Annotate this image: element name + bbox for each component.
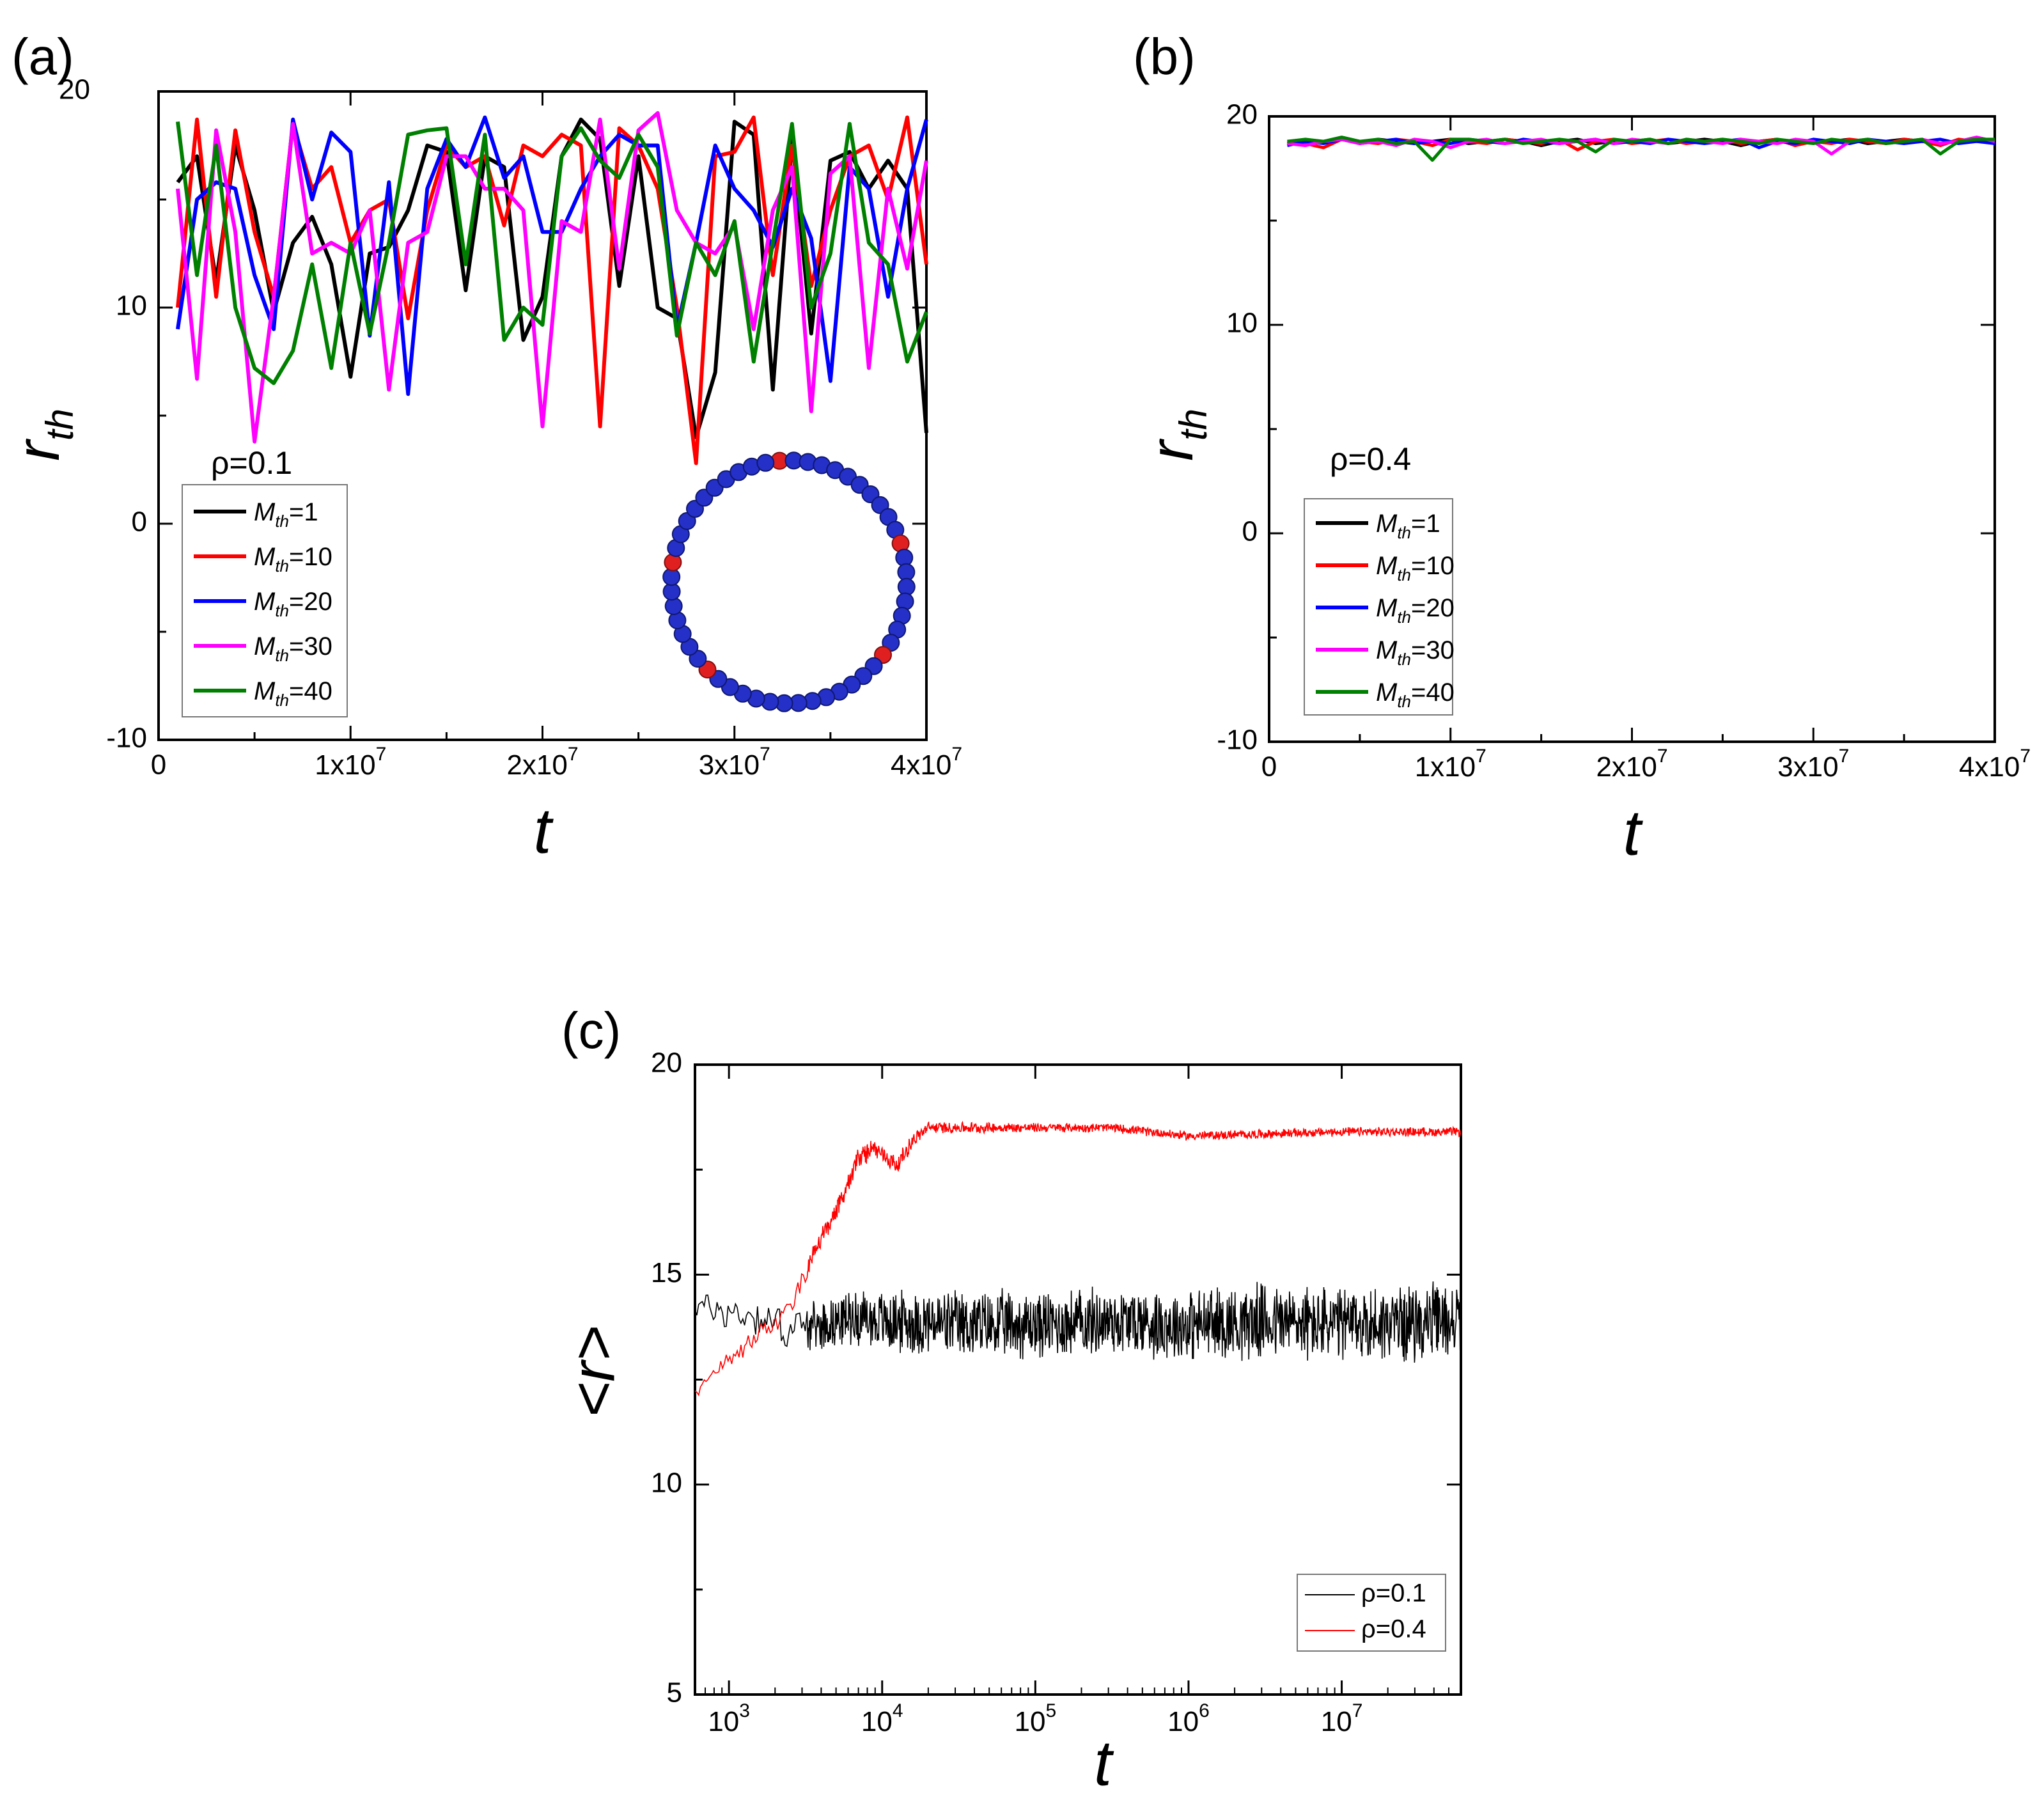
x-tick-label: 103 — [708, 1700, 750, 1737]
chart-panel-2: 5 10 15 20 103 104 105 106 107 <r> t (c) ρ=0.1 ρ=0.4 — [559, 1002, 1462, 1793]
x-tick-label: 4x107 — [1959, 746, 2031, 783]
panel-label: (b) — [1133, 28, 1196, 85]
series-line-4 — [176, 121, 928, 386]
y-axis-label: rth — [1137, 409, 1215, 461]
y-tick-label: 10 — [1226, 308, 1258, 339]
y-tick-label: 20 — [59, 74, 90, 106]
series-line-3 — [176, 111, 928, 444]
y-tick-label: 20 — [651, 1047, 682, 1079]
y-tick-label: 0 — [132, 506, 147, 538]
y-tick-label: 10 — [651, 1467, 682, 1498]
series-line-1 — [694, 1120, 1462, 1397]
legend-label-2: Mth=20 — [254, 588, 332, 620]
legend-label-1: Mth=10 — [1376, 552, 1455, 584]
legend-label-0: Mth=1 — [254, 498, 318, 531]
legend-label-4: Mth=40 — [1376, 678, 1455, 711]
y-tick-label: 20 — [1226, 99, 1258, 130]
legend-label-3: Mth=30 — [254, 632, 332, 665]
x-tick-label: 2x107 — [506, 744, 578, 781]
x-tick-label: 105 — [1015, 1700, 1057, 1737]
inset-ring-polymer — [662, 451, 916, 712]
legend-label-4: Mth=40 — [254, 677, 332, 710]
y-tick-label: 15 — [651, 1257, 682, 1288]
y-tick-label: 10 — [116, 290, 147, 322]
density-annotation: ρ=0.4 — [1330, 441, 1411, 477]
legend-label-1: Mth=10 — [254, 543, 332, 575]
x-tick-label: 4x107 — [891, 744, 962, 781]
y-tick-label: 0 — [1242, 516, 1258, 547]
blue-bead — [756, 453, 775, 472]
y-axis-label: rth — [4, 409, 81, 461]
x-tick-label: 104 — [861, 1700, 903, 1737]
legend-label-3: Mth=30 — [1376, 636, 1455, 669]
y-tick-label: -10 — [106, 723, 147, 754]
legend-label-2: Mth=20 — [1376, 594, 1455, 627]
panel-label: (c) — [561, 1002, 621, 1059]
x-tick-label: 0 — [151, 749, 166, 781]
legend-label-0: ρ=0.1 — [1361, 1579, 1426, 1608]
series-line-4 — [1287, 136, 1995, 162]
x-axis-label: t — [1094, 1727, 1114, 1793]
x-tick-label: 0 — [1261, 751, 1277, 783]
legend-label-1: ρ=0.4 — [1361, 1615, 1426, 1643]
x-tick-label: 3x107 — [699, 744, 770, 781]
density-annotation: ρ=0.1 — [211, 445, 292, 481]
y-tick-label: -10 — [1217, 724, 1258, 756]
x-axis-label: t — [1623, 797, 1644, 868]
x-tick-label: 3x107 — [1777, 746, 1849, 783]
series-line-0 — [694, 1281, 1462, 1363]
y-axis-label: <r> — [559, 1326, 627, 1418]
legend-label-0: Mth=1 — [1376, 510, 1440, 542]
panel-label: (a) — [12, 28, 74, 85]
x-axis-label: t — [534, 795, 554, 866]
x-tick-label: 106 — [1167, 1700, 1210, 1737]
x-tick-label: 2x107 — [1596, 746, 1667, 783]
x-tick-label: 107 — [1321, 1700, 1363, 1737]
x-tick-label: 1x107 — [1415, 746, 1486, 783]
legend-box — [1297, 1574, 1446, 1652]
y-tick-label: 5 — [667, 1677, 682, 1709]
x-tick-label: 1x107 — [315, 744, 386, 781]
